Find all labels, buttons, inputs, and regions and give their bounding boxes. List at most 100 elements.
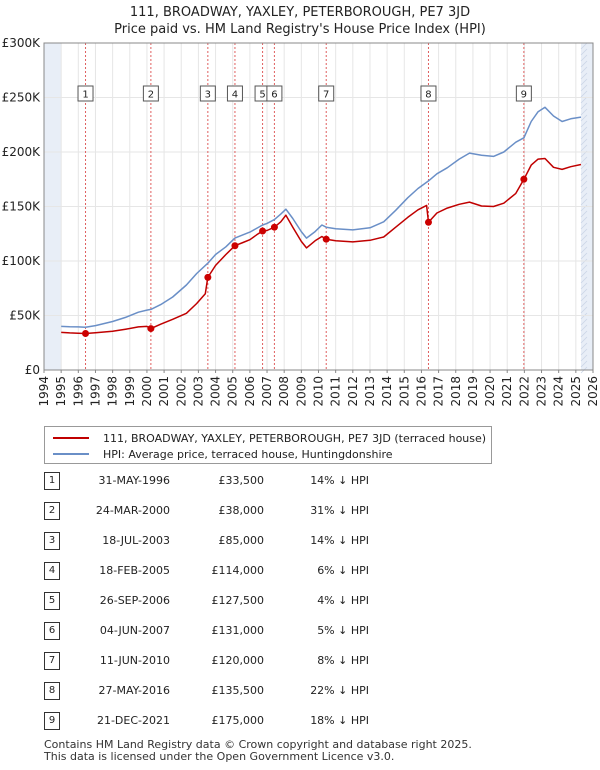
chart-legend: 111, BROADWAY, YAXLEY, PETERBOROUGH, PE7… xyxy=(44,426,492,464)
hatch-line xyxy=(580,306,588,314)
x-tick-label: 2016 xyxy=(414,376,428,407)
hatch-line xyxy=(580,240,588,248)
sale-date: 18-JUL-2003 xyxy=(102,534,170,547)
x-tick-label: 2002 xyxy=(174,376,188,407)
sale-point xyxy=(520,175,528,183)
x-tick-label: 1995 xyxy=(54,376,68,407)
sale-price: £131,000 xyxy=(211,624,265,637)
x-tick-label: 2000 xyxy=(140,376,154,407)
hatch-line xyxy=(580,102,588,110)
x-tick-label: 2004 xyxy=(209,376,223,407)
hatch-line xyxy=(580,42,588,50)
sale-label: 7 xyxy=(323,90,329,101)
sale-point xyxy=(147,325,155,333)
sale-hpi-diff: 8% ↓ HPI xyxy=(317,654,369,667)
hatch-line xyxy=(580,48,588,56)
sale-date: 24-MAR-2000 xyxy=(95,504,170,517)
table-row: 3 18-JUL-2003 £85,000 14% ↓ HPI xyxy=(44,532,444,552)
sale-label: 5 xyxy=(259,90,265,101)
sale-number-badge: 1 xyxy=(44,472,60,490)
table-row: 9 21-DEC-2021 £175,000 18% ↓ HPI xyxy=(44,712,444,732)
x-tick-label: 2021 xyxy=(500,376,514,407)
hatch-line xyxy=(580,288,588,296)
sale-hpi-diff: 22% ↓ HPI xyxy=(310,684,369,697)
table-row: 7 11-JUN-2010 £120,000 8% ↓ HPI xyxy=(44,652,444,672)
sale-number-badge: 2 xyxy=(44,502,60,520)
sale-label: 4 xyxy=(232,90,238,101)
x-tick-label: 2023 xyxy=(535,376,549,407)
sale-hpi-diff: 18% ↓ HPI xyxy=(310,714,369,727)
table-row: 2 24-MAR-2000 £38,000 31% ↓ HPI xyxy=(44,502,444,522)
sale-price: £38,000 xyxy=(218,504,265,517)
x-tick-label: 2003 xyxy=(191,376,205,407)
legend-label-hpi: HPI: Average price, terraced house, Hunt… xyxy=(103,447,393,461)
sale-date: 18-FEB-2005 xyxy=(99,564,170,577)
x-tick-label: 2015 xyxy=(397,376,411,407)
x-tick-label: 2022 xyxy=(517,376,531,407)
x-tick-label: 2001 xyxy=(157,376,171,407)
sale-number-badge: 9 xyxy=(44,712,60,730)
sale-label-box xyxy=(142,85,159,102)
x-tick-label: 2013 xyxy=(363,376,377,407)
chart-subtitle: Price paid vs. HM Land Registry's House … xyxy=(114,22,486,37)
sale-label-box xyxy=(266,85,283,102)
x-tick-label: 2012 xyxy=(346,376,360,407)
sale-number-badge: 4 xyxy=(44,562,60,580)
x-tick-label: 1999 xyxy=(123,376,137,407)
sale-hpi-diff: 14% ↓ HPI xyxy=(310,474,369,487)
hatch-line xyxy=(580,90,588,98)
x-tick-label: 2019 xyxy=(466,376,480,407)
sale-hpi-diff: 31% ↓ HPI xyxy=(310,504,369,517)
hatch-line xyxy=(580,156,588,164)
hatch-line xyxy=(580,228,588,236)
table-row: 6 04-JUN-2007 £131,000 5% ↓ HPI xyxy=(44,622,444,642)
hatch-line xyxy=(580,330,588,338)
hatch-line xyxy=(580,258,588,266)
sale-price: £127,500 xyxy=(211,594,265,607)
x-tick-label: 2026 xyxy=(586,376,600,407)
hatch-line xyxy=(580,324,588,332)
legend-item-hpi: HPI: Average price, terraced house, Hunt… xyxy=(53,446,393,462)
sale-date: 21-DEC-2021 xyxy=(96,714,170,727)
hatch-line xyxy=(580,144,588,152)
sale-label-box xyxy=(77,85,94,102)
legend-label-price: 111, BROADWAY, YAXLEY, PETERBOROUGH, PE7… xyxy=(103,431,487,445)
x-tick-label: 2007 xyxy=(260,376,274,407)
sale-label-box xyxy=(318,85,335,102)
price-chart: 1 2 3 4 5 6 7 8 9 £0 £50K £100K £150K £200K £250K £300K… xyxy=(2,36,600,407)
hatch-line xyxy=(580,192,588,200)
chart-title: 111, BROADWAY, YAXLEY, PETERBOROUGH, PE7… xyxy=(129,5,471,20)
hatch-line xyxy=(580,180,588,188)
sale-price: £135,500 xyxy=(211,684,265,697)
y-tick-label: £50K xyxy=(9,309,41,323)
sale-price: £175,000 xyxy=(211,714,265,727)
sale-label-box xyxy=(515,85,532,102)
hatch-line xyxy=(580,354,588,362)
y-tick-label: £250K xyxy=(2,91,42,105)
hatch-line xyxy=(580,72,588,80)
table-row: 8 27-MAY-2016 £135,500 22% ↓ HPI xyxy=(44,682,444,702)
x-tick-label: 2014 xyxy=(380,376,394,407)
sale-date: 04-JUN-2007 xyxy=(99,624,170,637)
sale-number-badge: 3 xyxy=(44,532,60,550)
legend-swatch-hpi xyxy=(53,453,89,455)
sale-point xyxy=(204,273,212,281)
x-tick-label: 1998 xyxy=(106,376,120,407)
hatch-line xyxy=(580,318,588,326)
x-tick-label: 1994 xyxy=(37,376,51,407)
sale-hpi-diff: 5% ↓ HPI xyxy=(317,624,369,637)
x-tick-label: 2020 xyxy=(483,376,497,407)
footer-copyright: Contains HM Land Registry data © Crown c… xyxy=(44,738,472,751)
x-tick-label: 1996 xyxy=(71,376,85,407)
sale-price: £85,000 xyxy=(218,534,265,547)
footer-license: This data is licensed under the Open Gov… xyxy=(44,750,395,763)
hatch-line xyxy=(580,138,588,146)
sale-hpi-diff: 6% ↓ HPI xyxy=(317,564,369,577)
footer: Contains HM Land Registry data © Crown c… xyxy=(44,739,472,763)
hatch-line xyxy=(580,210,588,218)
x-tick-label: 1997 xyxy=(88,376,102,407)
x-tick-label: 2017 xyxy=(432,376,446,407)
legend-swatch-price xyxy=(53,437,89,439)
hatch-line xyxy=(580,132,588,140)
hatch-line xyxy=(580,300,588,308)
